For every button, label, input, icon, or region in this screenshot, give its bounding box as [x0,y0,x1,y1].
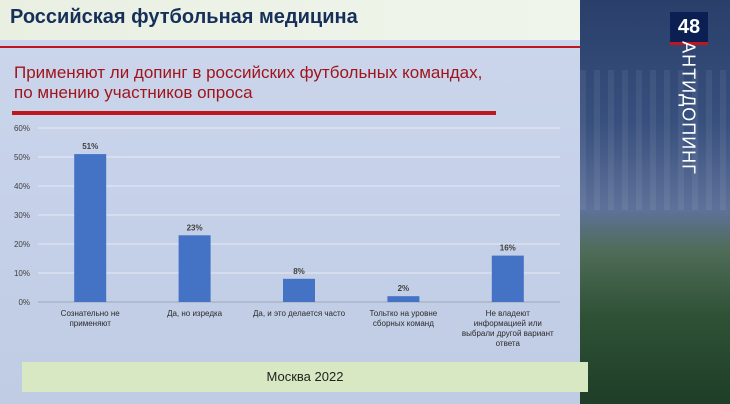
bar [74,154,107,302]
page-title: Российская футбольная медицина [10,6,358,28]
chart-question: Применяют ли допинг в российских футболь… [14,63,483,102]
x-category-label: Сознательно не [61,309,121,318]
footer-bar: Москва 2022 [22,362,588,392]
bar-value-label: 51% [82,142,98,151]
bar-value-label: 8% [293,267,305,276]
chart-grid [38,127,560,303]
stadium-lights [580,70,730,210]
bar [387,296,420,302]
chart-bars [74,154,524,302]
x-category-label: сборных команд [373,319,434,328]
bar [178,235,211,302]
x-category-label: выбрали другой вариант [462,329,554,338]
bar-value-label: 2% [398,284,410,293]
x-category-label: применяют [69,319,111,328]
bar [491,255,524,302]
slide-number: 48 [677,16,701,38]
x-category-label: ответа [496,339,521,348]
y-tick-label: 50% [14,153,30,162]
header-band [0,0,580,40]
y-tick-label: 60% [14,124,30,133]
chart-labels: 0% 10% 20% 30% 40% 50% 60% 51% Сознательно непри… [14,124,554,348]
x-category-label: Да, но изредка [167,309,223,318]
slide-number-badge: 48 [670,12,708,45]
stadium-photo [580,0,730,404]
y-tick-label: 10% [14,269,30,278]
side-label: АНТИДОПИНГ [678,41,699,175]
bar-chart: 0% 10% 20% 30% 40% 50% 60% 51% Сознательно непри… [14,124,560,348]
bar-value-label: 23% [187,223,203,232]
y-tick-label: 0% [18,298,30,307]
x-category-label: Не владеют [486,309,531,318]
y-tick-label: 40% [14,182,30,191]
bar [283,278,315,302]
header-divider [0,46,730,48]
x-category-label: Тольтко на уровне [370,309,438,318]
subtitle-underline [12,111,496,115]
y-tick-label: 30% [14,211,30,220]
x-category-label: Да, и это делается часто [253,309,346,318]
y-tick-label: 20% [14,240,30,249]
footer-text: Москва 2022 [266,369,344,384]
x-category-label: информацией или [474,319,542,328]
bar-value-label: 16% [500,244,516,253]
